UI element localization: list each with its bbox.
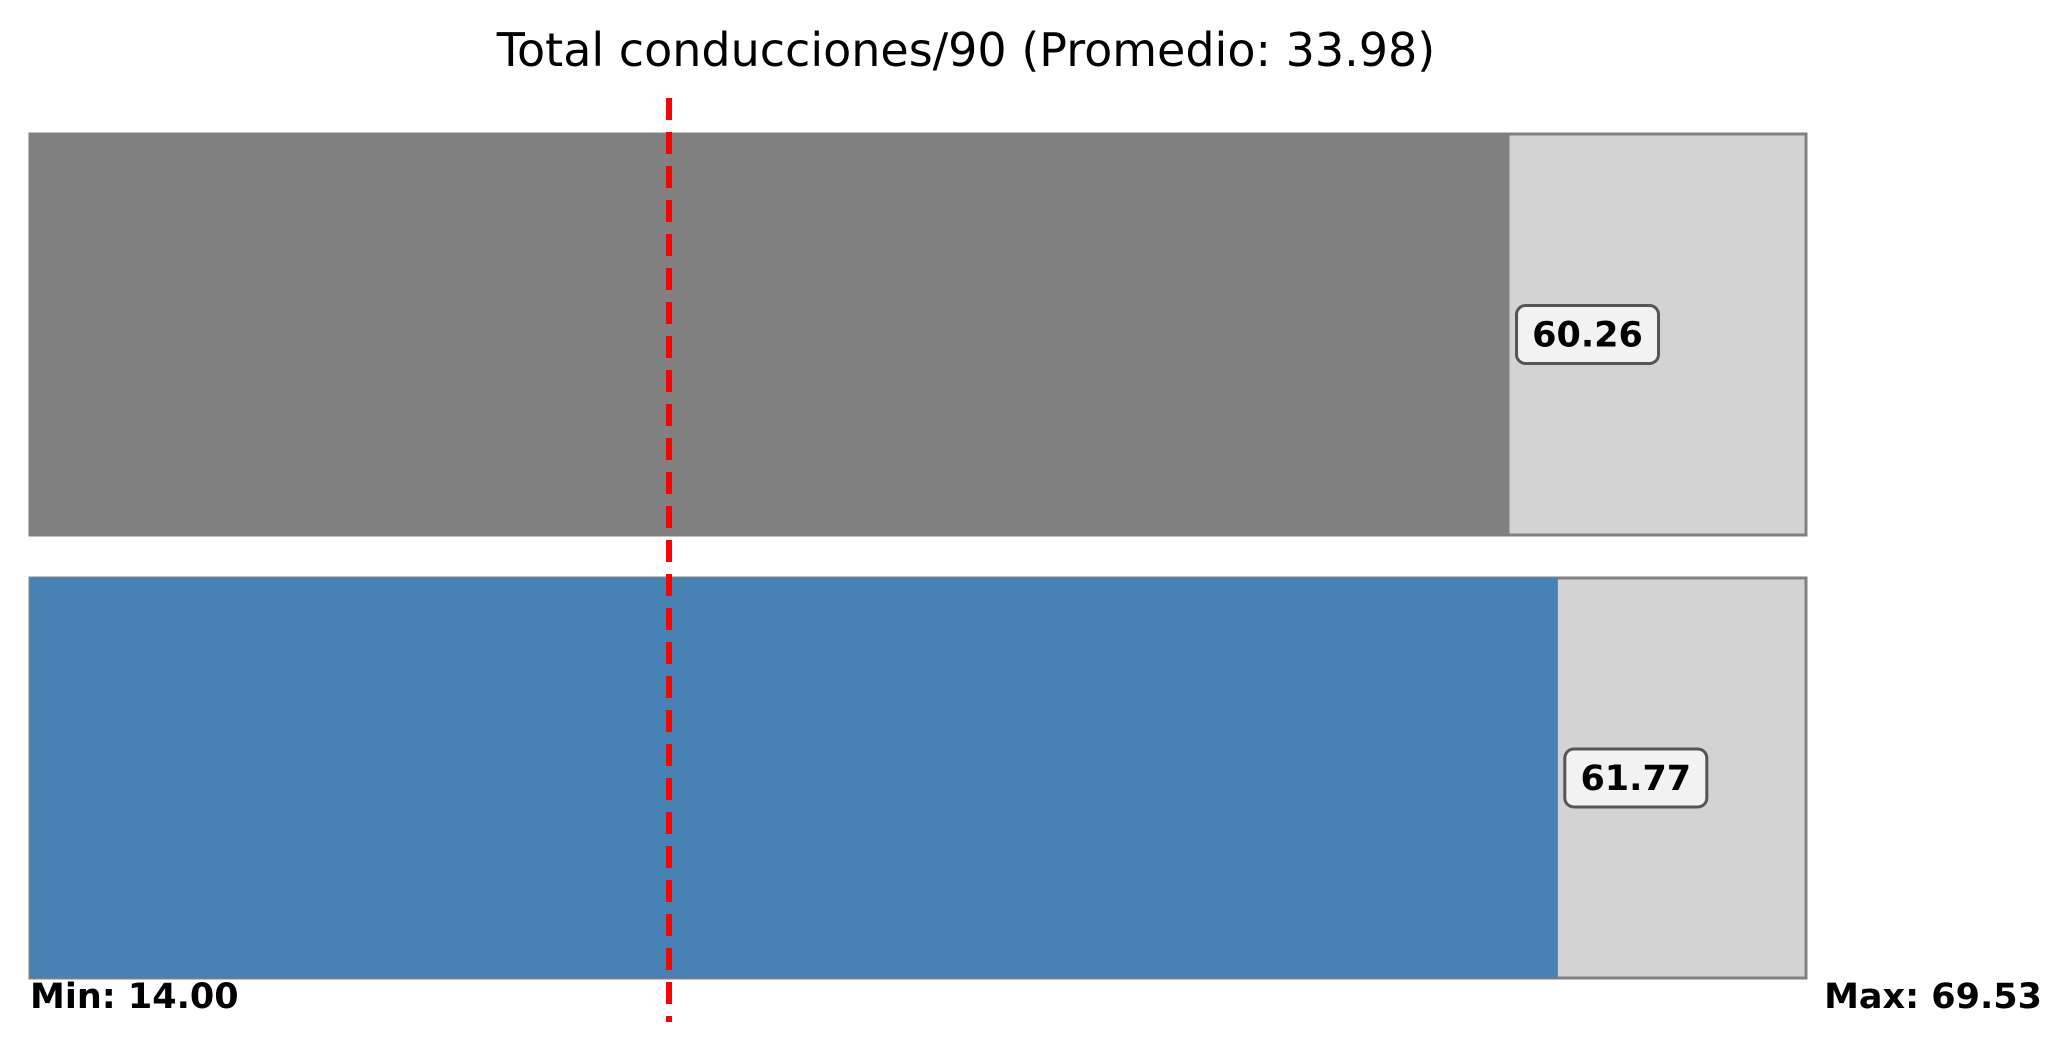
data-label: 60.26	[1532, 316, 1643, 356]
max-label: Max: 69.53	[1824, 977, 2042, 1017]
data-label-box	[1563, 747, 1709, 809]
bars-group: 60.26 61.77	[28, 132, 1808, 980]
bar	[30, 134, 1510, 535]
bar	[30, 578, 1558, 978]
data-label-box	[1515, 304, 1661, 365]
data-label: 61.77	[1580, 759, 1691, 799]
min-label: Min: 14.00	[30, 977, 239, 1017]
chart-title: Total conducciones/90 (Promedio: 33.98)	[496, 23, 1436, 77]
